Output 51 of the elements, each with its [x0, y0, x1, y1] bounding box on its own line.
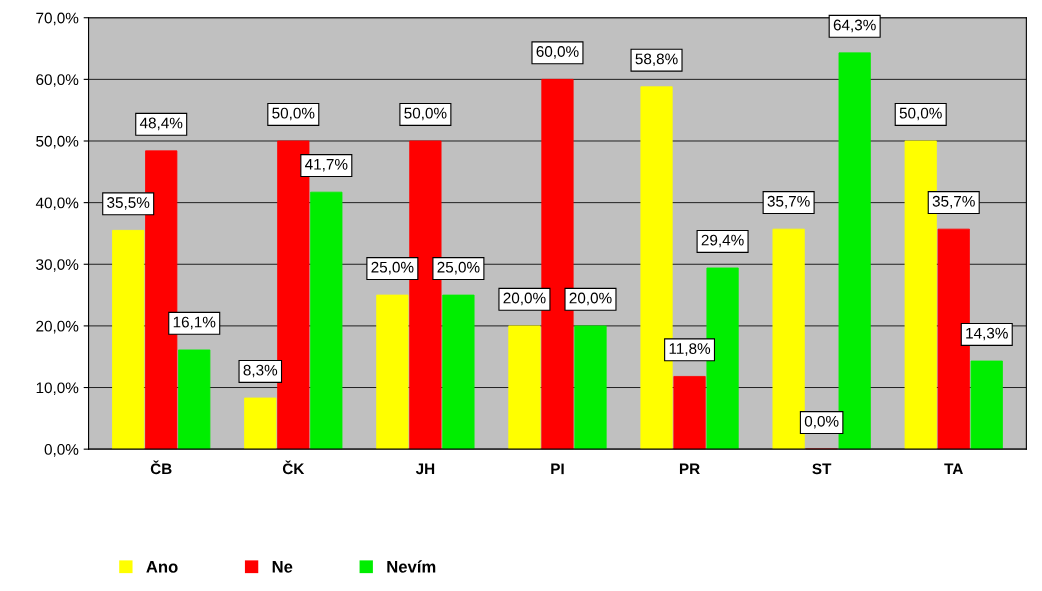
data-label: 60,0% — [536, 46, 579, 59]
data-label: 8,3% — [243, 364, 278, 378]
y-tick-label: 10,0% — [36, 382, 79, 396]
data-label: 50,0% — [272, 107, 315, 121]
bar — [574, 325, 607, 450]
legend-label: Ano — [146, 561, 178, 573]
data-label: 16,1% — [173, 316, 216, 330]
legend-label: Nevím — [387, 560, 436, 573]
y-tick-label: 70,0% — [36, 12, 79, 26]
y-tick-label: 0,0% — [44, 444, 79, 457]
x-tick-label: TA — [944, 463, 963, 475]
x-tick-label: PR — [679, 463, 700, 475]
data-label: 25,0% — [371, 261, 414, 275]
data-label: 29,4% — [701, 234, 744, 248]
data-label: 35,7% — [767, 195, 810, 209]
data-label: 41,7% — [305, 158, 348, 172]
bar — [112, 229, 145, 450]
y-tick-label: 60,0% — [36, 74, 79, 87]
x-tick-label: ČB — [150, 460, 172, 475]
bar — [508, 325, 541, 450]
legend-label: Ne — [272, 561, 293, 573]
bar — [772, 228, 805, 450]
bar — [310, 191, 343, 450]
bar — [838, 52, 871, 450]
data-label: 35,7% — [932, 195, 975, 209]
x-tick-label: PI — [551, 463, 564, 475]
data-label: 0,0% — [804, 415, 839, 429]
data-label: 35,5% — [107, 197, 150, 210]
x-tick-label: ČK — [282, 460, 305, 475]
x-tick-label: JH — [415, 463, 435, 475]
data-label: 20,0% — [569, 292, 612, 306]
bar — [244, 397, 277, 450]
data-label: 14,3% — [966, 327, 1008, 341]
y-tick-label: 50,0% — [36, 135, 79, 149]
x-tick-label: ST — [812, 463, 832, 475]
data-label: 25,0% — [437, 261, 480, 275]
bar — [178, 349, 211, 450]
data-label: 20,0% — [503, 292, 546, 306]
data-label: 48,4% — [139, 117, 183, 131]
bar — [970, 360, 1003, 450]
data-label: 58,8% — [635, 53, 678, 67]
y-tick-label: 30,0% — [36, 259, 79, 272]
data-label: 11,8% — [669, 343, 711, 356]
bar — [673, 376, 706, 450]
data-label: 50,0% — [899, 107, 942, 121]
bar — [376, 294, 409, 450]
y-tick-label: 40,0% — [35, 197, 79, 211]
data-label: 50,0% — [404, 107, 447, 121]
y-tick-label: 20,0% — [36, 320, 79, 334]
bar — [442, 294, 475, 450]
data-label: 64,3% — [833, 19, 876, 33]
